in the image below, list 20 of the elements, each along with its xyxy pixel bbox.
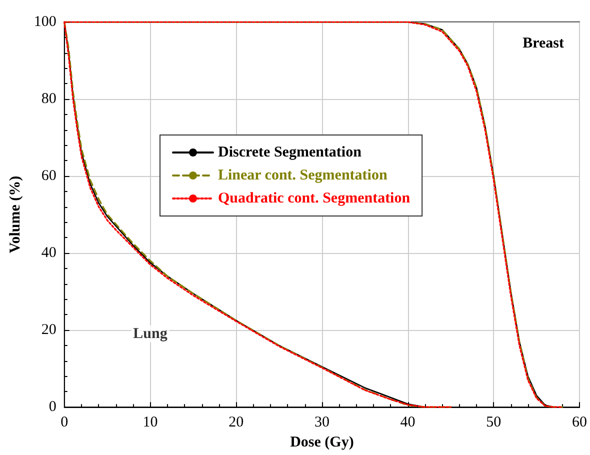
legend-label: Linear cont. Segmentation (218, 168, 388, 184)
x-tick-label: 20 (228, 414, 244, 431)
y-tick-label: 40 (41, 245, 56, 262)
y-tick-label: 20 (41, 322, 56, 338)
y-axis-title: Volume (%) (8, 176, 24, 254)
annotation: Breast (522, 36, 564, 52)
x-tick-label: 0 (60, 414, 68, 431)
y-tick-label: 60 (41, 168, 56, 184)
x-tick-label: 10 (142, 414, 158, 431)
x-tick-label: 50 (486, 414, 502, 431)
y-tick-label: 100 (34, 14, 56, 30)
legend-label: Quadratic cont. Segmentation (218, 190, 411, 206)
x-tick-label: 30 (314, 414, 330, 431)
legend-label: Discrete Segmentation (218, 144, 362, 160)
x-axis-title: Dose (Gy) (290, 434, 354, 450)
y-tick-label: 80 (41, 91, 56, 108)
x-tick-label: 60 (572, 414, 587, 431)
annotation: Lung (133, 326, 168, 342)
x-tick-label: 40 (400, 414, 416, 431)
y-tick-label: 0 (48, 399, 56, 416)
